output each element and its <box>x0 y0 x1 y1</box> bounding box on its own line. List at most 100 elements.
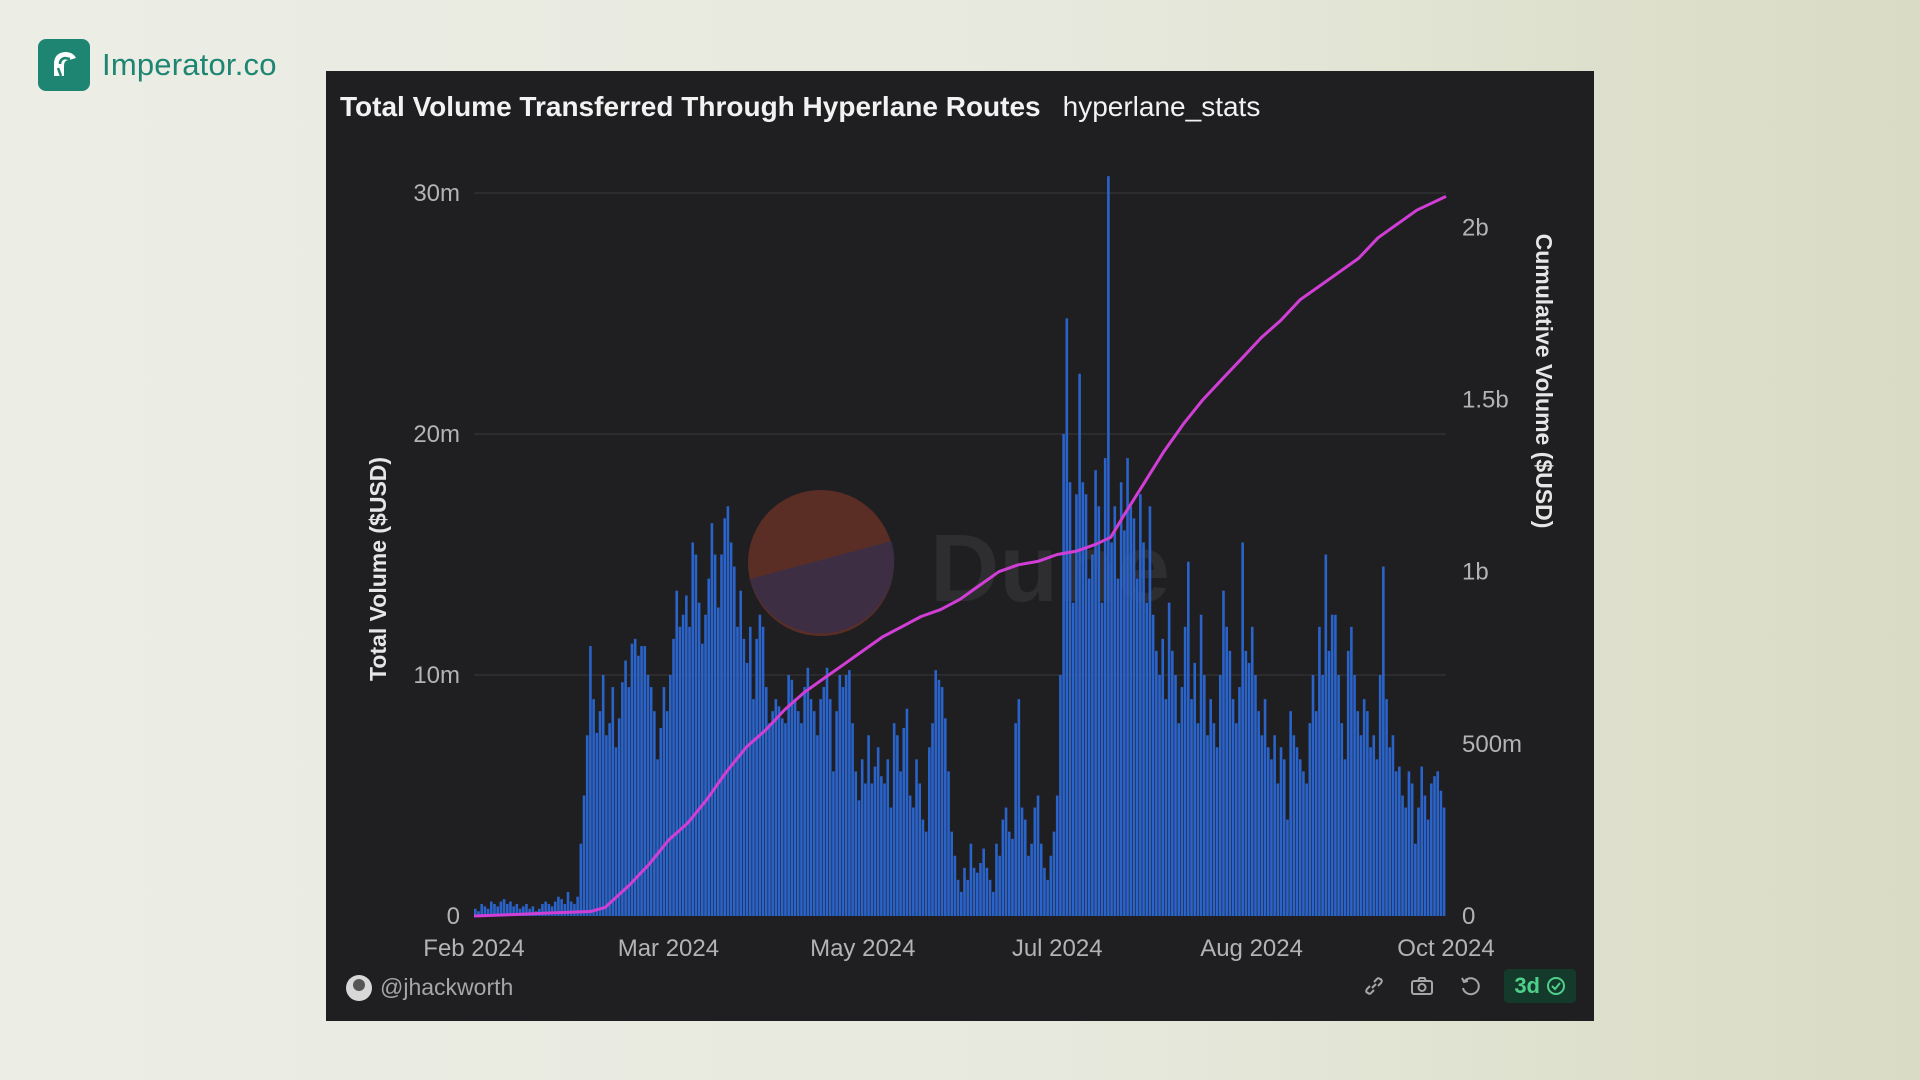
volume-bar <box>1426 819 1430 916</box>
volume-bar <box>547 903 551 916</box>
y2-tick-label: 0 <box>1462 903 1475 930</box>
volume-bar <box>1110 542 1113 916</box>
volume-bar <box>1282 759 1286 916</box>
volume-bar <box>780 718 784 916</box>
volume-bar <box>1068 482 1072 916</box>
volume-bar <box>1033 807 1037 916</box>
volume-bar <box>573 903 576 916</box>
volume-bar <box>755 638 758 916</box>
y-axis-label: Total Volume ($USD) <box>365 457 391 681</box>
volume-bar <box>1043 867 1046 916</box>
volume-bar <box>1193 662 1197 916</box>
volume-bar <box>1155 650 1158 916</box>
volume-bar <box>1353 675 1356 916</box>
volume-bar <box>822 687 826 916</box>
volume-bar <box>956 879 960 916</box>
volume-bar <box>1260 735 1264 916</box>
volume-bar <box>489 901 493 916</box>
volume-bar <box>1382 566 1385 916</box>
volume-bar <box>880 776 883 916</box>
volume-bar <box>988 879 992 916</box>
volume-bar <box>1324 554 1328 916</box>
volume-bar <box>1103 458 1107 916</box>
volume-bar <box>518 908 522 916</box>
volume-bar <box>691 542 695 916</box>
x-tick-label: May 2024 <box>810 935 915 962</box>
x-tick-label: Jul 2024 <box>1012 935 1103 962</box>
volume-bar <box>1004 807 1008 916</box>
volume-bar <box>1366 711 1369 916</box>
volume-bar <box>982 848 985 916</box>
volume-bar <box>1030 843 1033 916</box>
volume-bar <box>857 800 861 916</box>
volume-bar <box>1433 776 1436 916</box>
volume-bar <box>1052 831 1056 916</box>
volume-bar <box>1171 650 1174 916</box>
volume-bar <box>576 896 579 916</box>
volume-bar <box>758 614 762 916</box>
volume-bar <box>1116 578 1120 916</box>
volume-bar <box>899 771 902 916</box>
volume-bar <box>1414 843 1417 916</box>
volume-bar <box>1164 699 1168 916</box>
camera-icon[interactable] <box>1408 972 1436 1000</box>
volume-bar <box>1094 470 1097 916</box>
volume-bar <box>876 747 880 916</box>
volume-bar <box>790 679 794 916</box>
chart-subtitle[interactable]: hyperlane_stats <box>1062 91 1261 122</box>
volume-bar <box>1209 699 1212 916</box>
volume-bar <box>796 711 800 916</box>
volume-bar <box>1270 759 1273 916</box>
volume-bar <box>1212 723 1216 916</box>
volume-bar <box>985 867 989 916</box>
refresh-age-badge[interactable]: 3d <box>1504 969 1576 1003</box>
volume-bar <box>1263 699 1267 916</box>
volume-bar <box>1439 790 1443 916</box>
volume-bar <box>1177 723 1181 916</box>
volume-bar <box>1308 723 1312 916</box>
volume-bar <box>742 638 746 916</box>
volume-bar <box>1075 494 1078 916</box>
volume-bar <box>541 903 544 916</box>
volume-bar <box>1436 771 1440 916</box>
volume-bar <box>717 607 720 916</box>
volume-bar <box>1234 723 1238 916</box>
brand: Imperator.co <box>38 38 277 92</box>
volume-bar <box>1049 855 1053 916</box>
volume-bar <box>1039 843 1043 916</box>
volume-bar <box>675 590 679 916</box>
volume-bar <box>614 747 618 916</box>
volume-bar <box>1007 831 1011 916</box>
volume-bar <box>1097 506 1101 916</box>
author-link[interactable]: @jhackworth <box>346 974 513 1001</box>
volume-bar <box>1001 819 1005 916</box>
volume-bar <box>694 554 698 916</box>
volume-bar <box>793 699 797 916</box>
volume-bar <box>720 554 723 916</box>
volume-bar <box>1078 373 1081 916</box>
volume-bar <box>825 667 829 916</box>
volume-bar <box>729 542 733 916</box>
volume-bar <box>816 735 819 916</box>
volume-bar <box>1228 650 1232 916</box>
volume-bar <box>1247 662 1251 916</box>
volume-bar <box>1231 699 1235 916</box>
volume-bar <box>1203 675 1206 916</box>
volume-bar <box>710 523 714 916</box>
volume-bar <box>1378 675 1382 916</box>
volume-bar <box>659 728 663 916</box>
volume-bar <box>1286 819 1289 916</box>
link-icon[interactable] <box>1360 972 1388 1000</box>
refresh-icon[interactable] <box>1456 972 1484 1000</box>
volume-bar <box>1254 675 1257 916</box>
volume-bar <box>669 675 672 916</box>
volume-bar <box>685 595 688 916</box>
volume-bar <box>598 711 602 916</box>
volume-bar <box>1139 494 1142 916</box>
volume-bar <box>1417 807 1420 916</box>
volume-bar <box>1388 747 1392 916</box>
volume-bar <box>515 903 519 916</box>
volume-bar <box>1321 675 1324 916</box>
volume-bar <box>995 843 998 916</box>
